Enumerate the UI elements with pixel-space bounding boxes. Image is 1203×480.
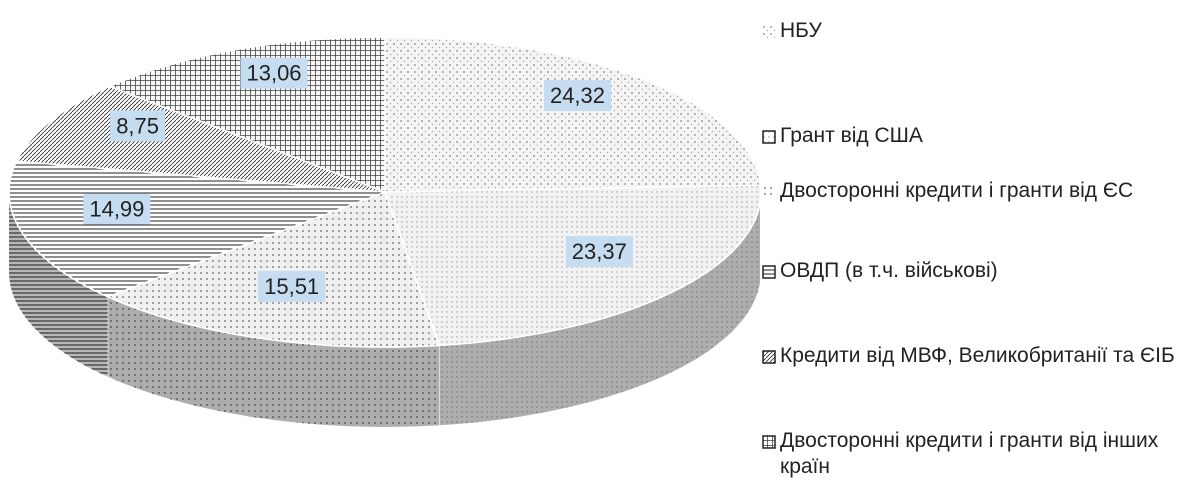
slice-pattern xyxy=(107,36,386,194)
data-label: 24,32 xyxy=(550,83,605,108)
legend-item: Кредити від МВФ, Великобританії та ЄІБ xyxy=(762,343,1198,369)
slice-side-pattern xyxy=(439,202,760,426)
slice-side-pattern xyxy=(107,296,440,428)
chart: 24,32 23,37 15,51 14,99 8,75 13,06 xyxy=(8,36,760,428)
legend-swatch xyxy=(763,186,775,198)
slice-pattern xyxy=(105,191,441,348)
legend-item: ОВДП (в т.ч. військові) xyxy=(762,258,1198,284)
slice-side-shade xyxy=(107,296,440,428)
slice-side-shade xyxy=(9,192,108,377)
data-label: 14,99 xyxy=(89,196,144,221)
legend-swatch xyxy=(762,435,776,449)
legend-label: ОВДП (в т.ч. військові) xyxy=(780,259,998,282)
data-label-box xyxy=(258,270,326,302)
legend-item: Грант від США xyxy=(762,123,1198,149)
sides xyxy=(8,191,760,428)
legend-item: Двосторонні кредити і гранти від інших к… xyxy=(762,428,1198,480)
legend-label: Двосторонні кредити і гранти від ЄС xyxy=(780,179,1134,202)
legend-label: Двосторонні кредити і гранти від інших к… xyxy=(780,429,1159,478)
legend-swatch xyxy=(762,350,776,364)
legend-item: Двосторонні кредити і гранти від ЄС xyxy=(762,178,1198,204)
slice-side-shade xyxy=(439,202,760,426)
data-label: 13,06 xyxy=(246,61,301,86)
data-label-box xyxy=(565,235,633,267)
legend-label: НБУ xyxy=(780,19,822,42)
data-label-box xyxy=(240,57,308,89)
data-label: 8,75 xyxy=(116,113,159,138)
data-label: 15,51 xyxy=(264,274,319,299)
legend-swatch xyxy=(762,265,776,279)
slice-pattern xyxy=(384,36,760,193)
legend-swatch xyxy=(763,26,775,38)
data-label: 23,37 xyxy=(572,239,627,264)
data-label-box xyxy=(83,193,151,225)
slice-pattern xyxy=(15,85,386,193)
tops xyxy=(8,36,760,348)
labels: 24,32 23,37 15,51 14,99 8,75 13,06 xyxy=(83,57,633,302)
slice-side-pattern xyxy=(9,192,108,377)
data-label-box xyxy=(543,79,612,111)
legend-item: НБУ xyxy=(762,18,1198,44)
legend-label: Кредити від МВФ, Великобританії та ЄІБ xyxy=(780,344,1175,367)
legend-swatch xyxy=(762,130,776,144)
data-label-box xyxy=(110,110,166,142)
legend-label: Грант від США xyxy=(780,124,923,147)
